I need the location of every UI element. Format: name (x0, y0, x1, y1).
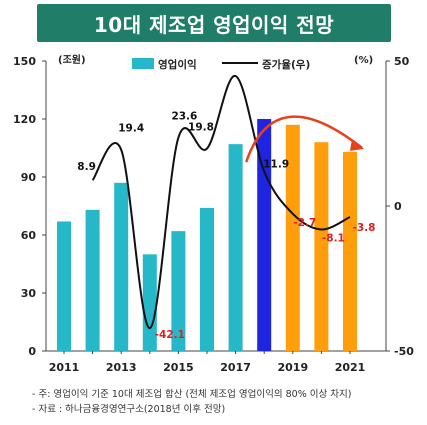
trend-arrow (245, 115, 363, 163)
data-label-2018: 11.9 (263, 158, 289, 170)
x-axis-tick-label: 2017 (220, 361, 251, 374)
data-label-2016: 19.8 (188, 122, 214, 134)
bar-2017 (228, 144, 243, 351)
chart-title: 10대 제조업 영업이익 전망 (37, 4, 391, 42)
bar-2020 (314, 142, 329, 351)
bar-2011 (57, 221, 71, 351)
trend-arrow-head (350, 138, 364, 151)
data-label-2020: -8.1 (322, 232, 345, 244)
bar-2014 (142, 254, 157, 351)
data-label-2012: 8.9 (77, 161, 96, 173)
legend-bar-swatch (132, 58, 154, 69)
footnote-source: - 자료 : 하나금융경영연구소(2018년 이후 전망) (32, 404, 226, 415)
right-axis-tick-label: 0 (394, 200, 402, 213)
left-axis-tick-label: 30 (21, 287, 37, 300)
legend-bar-label: 영업이익 (158, 58, 197, 71)
left-axis-tick-label: 150 (13, 55, 36, 68)
left-axis-tick-label: 60 (21, 229, 37, 242)
x-axis-tick-label: 2013 (106, 361, 137, 374)
legend-line-label: 증가율(우) (262, 58, 310, 71)
bar-2021 (343, 151, 357, 351)
footnote-note: - 주: 영업이익 기준 10대 제조업 합산 (전체 제조업 영업이익의 80… (32, 389, 352, 400)
data-label-2021: -3.8 (353, 222, 376, 234)
bar-2015 (171, 231, 186, 351)
growth-rate-line (91, 75, 351, 330)
x-axis-tick-label: 2015 (163, 361, 194, 374)
bar-2013 (114, 182, 129, 351)
left-axis-tick-label: 0 (28, 345, 36, 358)
left-axis-unit: (조원) (58, 53, 86, 66)
data-label-2019: -2.7 (293, 217, 316, 229)
right-axis-tick-label: -50 (394, 345, 414, 358)
bar-2012 (85, 209, 100, 351)
x-axis-tick-label: 2019 (277, 361, 308, 374)
left-axis-tick-label: 120 (13, 113, 36, 126)
data-label-2015: 23.6 (171, 111, 197, 123)
x-axis-tick-label: 2021 (335, 361, 366, 374)
data-label-2014: -42.1 (155, 329, 185, 341)
right-axis-unit: (%) (354, 55, 373, 66)
left-axis-tick-label: 90 (21, 171, 37, 184)
right-axis-tick-label: 50 (394, 55, 410, 68)
data-label-2013: 19.4 (118, 123, 144, 135)
x-axis-tick-label: 2011 (49, 361, 80, 374)
bar-2016 (200, 207, 214, 351)
bar-2019 (285, 124, 300, 351)
